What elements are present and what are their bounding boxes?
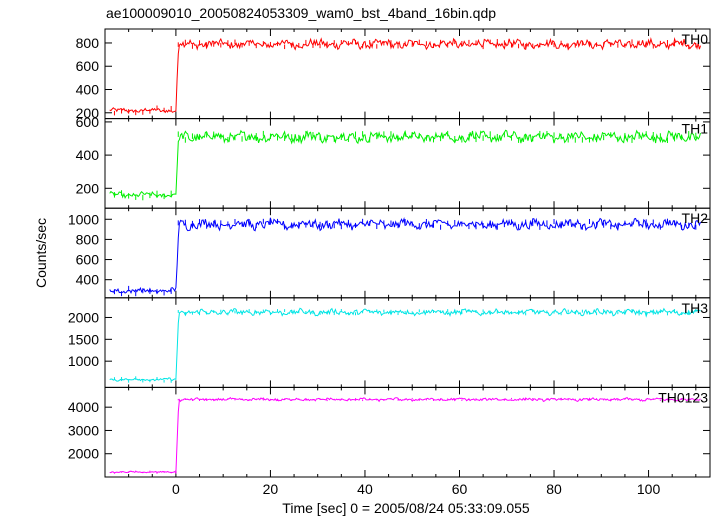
x-tick-label: 100 [637,481,661,497]
panel-th3: 1000 1500 2000 TH3 [68,297,711,388]
y-tick-label: 1500 [68,331,99,347]
y-tick-label: 3000 [68,422,99,438]
x-tick-label: 0 [172,481,180,497]
x-tick-label: 40 [357,481,373,497]
panel-frame [104,28,711,120]
panel-label: TH1 [682,121,709,137]
y-tick-label: 4000 [68,399,99,415]
y-tick-label: 400 [76,147,100,163]
chart-title: ae100009010_20050824053309_wam0_bst_4ban… [106,5,496,21]
y-tick-label: 600 [76,114,100,130]
panel-label: TH2 [682,210,709,226]
panel-label: TH0123 [658,389,708,405]
y-tick-label: 600 [76,252,100,268]
series-line-th1 [109,129,701,200]
x-tick-label: 80 [546,481,562,497]
y-tick-label: 800 [76,35,100,51]
panel-th0: 200 400 600 800 TH0 [76,28,711,121]
series-line-th2 [109,216,701,295]
x-axis-label: Time [sec] 0 = 2005/08/24 05:33:09.055 [282,500,530,516]
x-tick-label: 20 [263,481,279,497]
panel-frame [104,118,711,209]
panel-label: TH0 [682,31,709,47]
panel-label: TH3 [682,300,709,316]
y-tick-label: 200 [76,105,100,121]
panel-th2: 400 600 800 1000 TH2 [68,207,711,299]
y-tick-label: 1000 [68,353,99,369]
series-line-th0123 [109,396,701,475]
y-tick-label: 2000 [68,446,99,462]
y-tick-label: 400 [76,272,100,288]
y-tick-label: 600 [76,58,100,74]
y-axis-label: Counts/sec [33,218,49,288]
panel-th1: 200 400 600 TH1 [76,114,711,209]
panel-frame [104,386,711,478]
x-tick-label: 60 [452,481,468,497]
y-tick-label: 2000 [68,309,99,325]
y-tick-label: 1000 [68,211,99,227]
series-line-th0 [109,37,701,114]
panel-th0123: 2000 3000 4000 TH0123 [68,386,711,478]
y-tick-label: 200 [76,180,100,196]
y-tick-label: 800 [76,231,100,247]
y-tick-label: 400 [76,82,100,98]
series-line-th3 [109,307,701,382]
